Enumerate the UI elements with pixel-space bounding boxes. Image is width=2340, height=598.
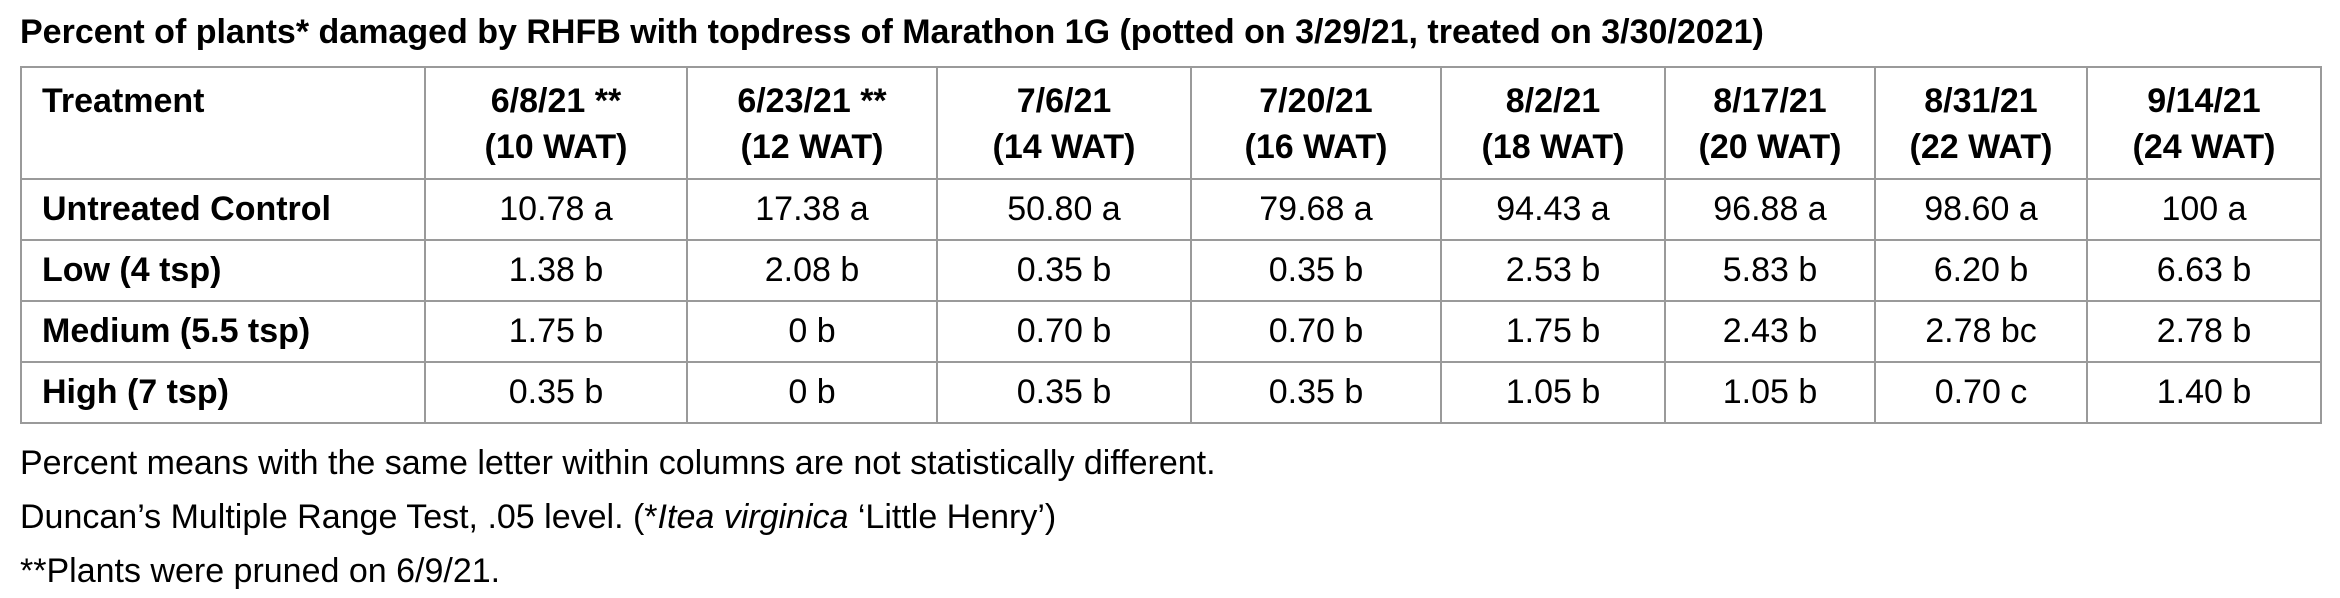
column-header-date: 7/6/21 (14 WAT)	[936, 66, 1192, 180]
header-wat: (14 WAT)	[992, 128, 1136, 166]
table-cell: 17.38 a	[686, 178, 938, 241]
table-cell: 6.63 b	[2086, 239, 2322, 302]
table-row-medium: Medium (5.5 tsp) 1.75 b 0 b 0.70 b 0.70 …	[20, 300, 2322, 363]
column-header-date: 7/20/21 (16 WAT)	[1190, 66, 1442, 180]
table-cell: 0 b	[686, 361, 938, 424]
table-cell: 0.35 b	[936, 239, 1192, 302]
footnote-significance: Percent means with the same letter withi…	[20, 444, 1216, 482]
table-cell: 0.70 b	[936, 300, 1192, 363]
table-cell: 6.20 b	[1874, 239, 2088, 302]
column-header-date: 8/31/21 (22 WAT)	[1874, 66, 2088, 180]
header-wat: (10 WAT)	[484, 128, 628, 166]
table-cell: 5.83 b	[1664, 239, 1876, 302]
column-header-date: 6/23/21 ** (12 WAT)	[686, 66, 938, 180]
footnote-test-prefix: Duncan’s Multiple Range Test, .05 level.…	[20, 498, 658, 536]
table-cell: 2.08 b	[686, 239, 938, 302]
footnote-cultivar: ‘Little Henry’)	[848, 498, 1057, 536]
table-cell: 1.05 b	[1440, 361, 1666, 424]
table-cell: 1.75 b	[1440, 300, 1666, 363]
header-date: 6/23/21 **	[737, 82, 887, 120]
table-cell: 98.60 a	[1874, 178, 2088, 241]
table-cell: 50.80 a	[936, 178, 1192, 241]
table-cell: 0.35 b	[424, 361, 688, 424]
table-cell: 0.35 b	[1190, 239, 1442, 302]
table-cell: 2.78 b	[2086, 300, 2322, 363]
footnote-pruning: **Plants were pruned on 6/9/21.	[20, 552, 501, 590]
header-date: 7/20/21	[1259, 82, 1373, 120]
table-cell: 0.70 b	[1190, 300, 1442, 363]
damage-table: Treatment 6/8/21 ** (10 WAT) 6/23/21 ** (1…	[20, 66, 2322, 424]
table-title: Percent of plants* damaged by RHFB with …	[20, 13, 1764, 51]
table-cell: 0.35 b	[936, 361, 1192, 424]
table-cell: 0.70 c	[1874, 361, 2088, 424]
header-date: 9/14/21	[2147, 82, 2261, 120]
table-footnotes: Percent means with the same letter withi…	[20, 436, 1216, 598]
header-wat: (24 WAT)	[2132, 128, 2276, 166]
footnote-test-method: Duncan’s Multiple Range Test, .05 level.…	[20, 490, 1216, 544]
row-label: Low (4 tsp)	[20, 239, 426, 302]
row-label: High (7 tsp)	[20, 361, 426, 424]
header-date: 7/6/21	[1016, 82, 1112, 120]
table-cell: 2.53 b	[1440, 239, 1666, 302]
table-cell: 0.35 b	[1190, 361, 1442, 424]
header-wat: (20 WAT)	[1698, 128, 1842, 166]
header-wat: (16 WAT)	[1244, 128, 1388, 166]
table-cell: 79.68 a	[1190, 178, 1442, 241]
table-cell: 10.78 a	[424, 178, 688, 241]
column-header-treatment: Treatment	[20, 66, 426, 180]
table-cell: 1.75 b	[424, 300, 688, 363]
table-cell: 94.43 a	[1440, 178, 1666, 241]
table-cell: 96.88 a	[1664, 178, 1876, 241]
header-date: 8/17/21	[1713, 82, 1827, 120]
table-row-high: High (7 tsp) 0.35 b 0 b 0.35 b 0.35 b 1.…	[20, 361, 2322, 424]
header-wat: (12 WAT)	[740, 128, 884, 166]
table-row-untreated-control: Untreated Control 10.78 a 17.38 a 50.80 …	[20, 178, 2322, 241]
table-cell: 1.38 b	[424, 239, 688, 302]
table-cell: 100 a	[2086, 178, 2322, 241]
row-label: Untreated Control	[20, 178, 426, 241]
row-label: Medium (5.5 tsp)	[20, 300, 426, 363]
header-date: 6/8/21 **	[490, 82, 622, 120]
table-cell: 1.05 b	[1664, 361, 1876, 424]
column-header-date: 6/8/21 ** (10 WAT)	[424, 66, 688, 180]
column-header-date: 8/2/21 (18 WAT)	[1440, 66, 1666, 180]
table-cell: 2.43 b	[1664, 300, 1876, 363]
table-row-low: Low (4 tsp) 1.38 b 2.08 b 0.35 b 0.35 b …	[20, 239, 2322, 302]
header-wat: (18 WAT)	[1481, 128, 1625, 166]
footnote-species-name: Itea virginica	[657, 498, 849, 536]
column-header-date: 8/17/21 (20 WAT)	[1664, 66, 1876, 180]
header-wat: (22 WAT)	[1909, 128, 2053, 166]
table-cell: 0 b	[686, 300, 938, 363]
column-header-date: 9/14/21 (24 WAT)	[2086, 66, 2322, 180]
table-cell: 1.40 b	[2086, 361, 2322, 424]
header-date: 8/31/21	[1924, 82, 2038, 120]
table-cell: 2.78 bc	[1874, 300, 2088, 363]
header-row: Treatment 6/8/21 ** (10 WAT) 6/23/21 ** (1…	[20, 66, 2322, 180]
header-date: 8/2/21	[1505, 82, 1601, 120]
